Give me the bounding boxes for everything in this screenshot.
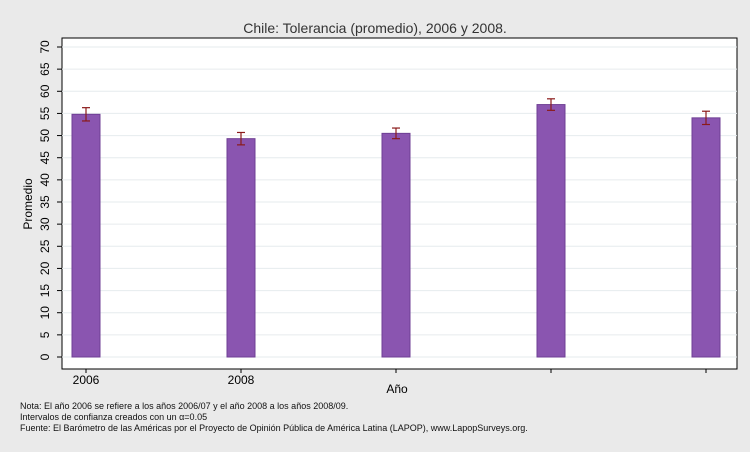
bar: [226, 138, 256, 358]
x-axis-ticks: 2006 2008: [73, 369, 707, 387]
y-tick-label: 35: [38, 195, 52, 209]
y-tick-label: 10: [38, 306, 52, 320]
y-tick-label: 30: [38, 217, 52, 231]
chart-title: Chile: Tolerancia (promedio), 2006 y 200…: [243, 20, 507, 36]
y-axis-label: Promedio: [21, 178, 35, 230]
y-tick-label: 70: [38, 40, 52, 54]
chart-notes: Nota: El año 2006 se refiere a los años …: [20, 401, 528, 434]
y-tick-label: 0: [38, 353, 52, 360]
y-tick-label: 25: [38, 239, 52, 253]
y-tick-label: 5: [38, 331, 52, 338]
bar: [691, 117, 721, 358]
y-tick-label: 40: [38, 173, 52, 187]
bar: [381, 132, 411, 358]
y-tick-label: 45: [38, 151, 52, 165]
bars: [71, 98, 721, 358]
y-tick-label: 60: [38, 84, 52, 98]
confidence-note: Intervalos de confianza creados con un α…: [20, 412, 208, 422]
bar: [71, 113, 101, 358]
y-tick-label: 55: [38, 106, 52, 120]
bar-chart: Chile: Tolerancia (promedio), 2006 y 200…: [21, 20, 738, 396]
x-tick-label: 2006: [73, 373, 100, 387]
x-axis-label: Año: [386, 382, 408, 396]
y-tick-label: 65: [38, 62, 52, 76]
y-tick-label: 50: [38, 129, 52, 143]
y-tick-label: 20: [38, 261, 52, 275]
note-line: Nota: El año 2006 se refiere a los años …: [20, 401, 349, 411]
y-axis-ticks: 0 5 10 15 20 25 30 35 40 45 50 55 60 65 70: [38, 40, 62, 360]
bar: [536, 104, 566, 358]
source-note: Fuente: El Barómetro de las Américas por…: [20, 423, 528, 433]
x-tick-label: 2008: [228, 373, 255, 387]
y-tick-label: 15: [38, 284, 52, 298]
